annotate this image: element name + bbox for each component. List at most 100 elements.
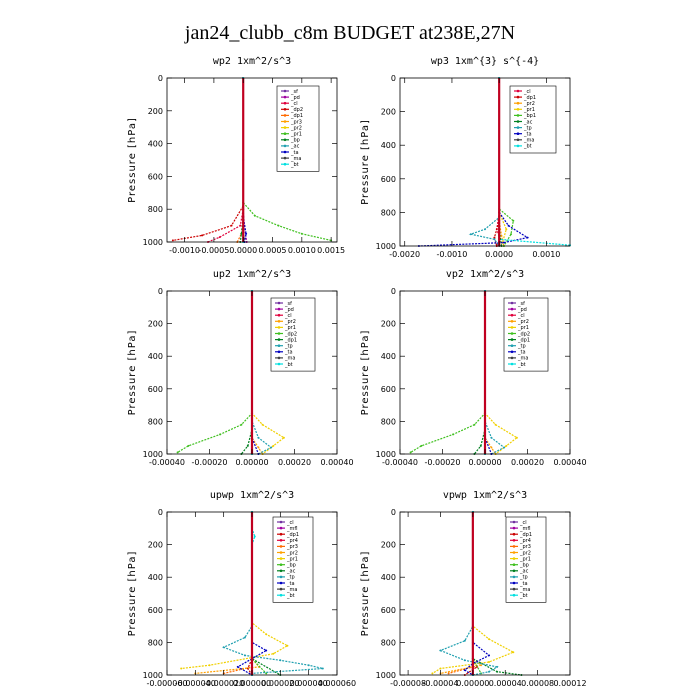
data-point bbox=[510, 233, 512, 236]
legend-entry: _pr3 bbox=[290, 119, 302, 125]
data-point bbox=[180, 667, 183, 670]
legend-entry: _pr1 bbox=[290, 132, 302, 138]
series-line-tp bbox=[438, 512, 499, 676]
data-point bbox=[515, 436, 518, 439]
panel-2: up2 1xm^2/s^3 Pressure [hPa] 0 200 400 600 800… bbox=[127, 269, 354, 467]
legend-entry: _mfl bbox=[286, 526, 298, 532]
legend-marker bbox=[277, 356, 281, 360]
legend-marker bbox=[277, 350, 281, 354]
legend-entry: _tp bbox=[519, 575, 528, 581]
y-tick-label: 0 bbox=[158, 74, 163, 83]
data-point bbox=[218, 236, 221, 239]
legend-marker bbox=[512, 557, 516, 560]
y-tick-label: 400 bbox=[148, 573, 163, 582]
data-point bbox=[502, 241, 505, 244]
series-line-bp bbox=[472, 512, 482, 674]
legend-entry: _pr2 bbox=[523, 101, 535, 107]
data-point bbox=[409, 451, 412, 454]
legend-entry: _bt bbox=[523, 144, 532, 150]
x-tick-label: 0.00012 bbox=[553, 679, 586, 688]
x-tick-label: 0.0000 bbox=[229, 246, 257, 255]
y-tick-label: 0 bbox=[391, 287, 396, 296]
y-tick-label: 200 bbox=[148, 541, 163, 550]
legend-marker bbox=[516, 126, 520, 129]
legend-entry: _bp bbox=[286, 563, 296, 569]
x-tick-label: -0.0020 bbox=[389, 250, 420, 259]
data-point bbox=[505, 228, 508, 231]
legend-marker bbox=[516, 95, 520, 99]
data-point bbox=[243, 636, 246, 639]
legend-marker bbox=[510, 307, 514, 311]
legend-entry: _cl bbox=[286, 520, 294, 526]
data-point bbox=[490, 436, 493, 439]
x-tick-label: 0.000020 bbox=[261, 679, 299, 688]
x-tick-label: 0.0015 bbox=[317, 246, 345, 255]
series-line-ta bbox=[242, 78, 247, 243]
legend-entry: _ma bbox=[286, 587, 297, 593]
panel-5: vpwp 1xm^2/s^3 Pressure [hPa] 0 200 400 600 80… bbox=[360, 490, 587, 688]
x-tick-label: -0.00040 bbox=[149, 458, 185, 467]
legend-marker bbox=[279, 575, 283, 579]
data-point bbox=[431, 672, 434, 675]
legend-entry: _pr4 bbox=[519, 538, 531, 544]
legend-marker bbox=[283, 114, 287, 117]
figure-title: jan24_clubb_c8m BUDGET at238E,27N bbox=[184, 22, 516, 44]
legend-entry: _dp1 bbox=[517, 337, 530, 343]
series-line-dp1 bbox=[240, 291, 253, 455]
y-axis-label: Pressure [hPa] bbox=[127, 330, 138, 416]
data-point bbox=[240, 232, 243, 235]
panel-title: up2 1xm^2/s^3 bbox=[213, 269, 291, 280]
legend-entry: _dp1 bbox=[519, 532, 532, 538]
data-point bbox=[484, 228, 486, 231]
legend-entry: _pd bbox=[517, 307, 527, 313]
panel-title: vp2 1xm^2/s^3 bbox=[446, 269, 524, 280]
data-point bbox=[512, 651, 515, 654]
y-tick-label: 600 bbox=[381, 175, 396, 184]
x-tick-label: -0.00008 bbox=[390, 679, 426, 688]
legend-marker bbox=[516, 108, 520, 111]
legend-entry: _ma bbox=[290, 156, 301, 162]
series-line-pr3 bbox=[448, 512, 474, 674]
data-point bbox=[265, 633, 268, 636]
data-point bbox=[463, 639, 466, 642]
legend-entry: _dp2 bbox=[517, 331, 530, 337]
legend-marker bbox=[279, 545, 283, 548]
x-tick-label: 0.00008 bbox=[521, 679, 554, 688]
data-point bbox=[246, 444, 249, 447]
y-tick-label: 600 bbox=[148, 385, 163, 394]
x-tick-label: -0.00020 bbox=[425, 458, 461, 467]
legend-entry: _mfl bbox=[519, 526, 531, 532]
data-point bbox=[420, 444, 423, 447]
y-tick-label: 400 bbox=[148, 352, 163, 361]
data-point bbox=[257, 436, 260, 439]
legend-entry: _ma bbox=[519, 587, 530, 593]
legend-entry: _bt bbox=[517, 362, 526, 368]
x-tick-label: 0.000000 bbox=[233, 679, 271, 688]
data-point bbox=[282, 436, 285, 439]
legend-marker bbox=[279, 587, 283, 591]
legend-marker bbox=[516, 120, 520, 123]
legend-marker bbox=[279, 563, 283, 566]
legend-entry: _pr2 bbox=[519, 550, 531, 556]
legend-marker bbox=[277, 320, 281, 323]
data-point bbox=[488, 661, 490, 663]
x-tick-label: -0.0010 bbox=[436, 250, 467, 259]
panel-title: wp3 1xm^{3} s^{-4} bbox=[431, 56, 539, 67]
x-tick-label: 0.000040 bbox=[290, 679, 328, 688]
series-line-pr1 bbox=[181, 512, 289, 670]
legend-marker bbox=[283, 156, 287, 160]
legend-marker bbox=[283, 162, 287, 166]
series-line-dp1 bbox=[464, 512, 478, 676]
x-tick-label: -0.000040 bbox=[175, 679, 216, 688]
series-line-pr2 bbox=[251, 291, 264, 455]
legend-marker bbox=[277, 326, 281, 329]
legend-marker bbox=[277, 332, 281, 335]
y-tick-label: 1000 bbox=[376, 242, 396, 251]
y-tick-label: 0 bbox=[158, 287, 163, 296]
data-point bbox=[321, 667, 324, 670]
y-tick-label: 400 bbox=[381, 573, 396, 582]
legend-entry: _sf bbox=[290, 89, 298, 95]
data-point bbox=[222, 646, 225, 649]
legend-entry: _pr2 bbox=[517, 319, 529, 325]
series-line-dp2 bbox=[172, 78, 244, 241]
